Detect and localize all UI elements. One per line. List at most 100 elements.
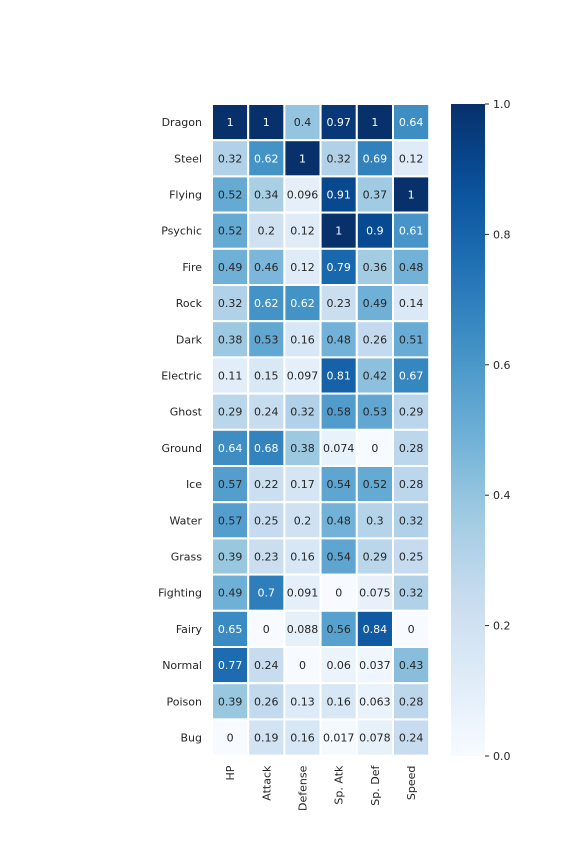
heatmap-cell — [392, 573, 431, 612]
row-tick-labels: Dragon Steel Flying Psychic Fire Rock Dark Elec… — [158, 116, 203, 744]
column-label: Sp. Def — [369, 764, 382, 805]
heatmap-cell — [392, 103, 431, 142]
row-label: Rock — [176, 297, 203, 310]
cell-value-label: 0.84 — [363, 623, 388, 636]
cell-value-label: 0.54 — [326, 478, 351, 491]
heatmap-cell — [283, 682, 322, 721]
heatmap-cell — [247, 718, 286, 757]
cell-value-label: 0.06 — [326, 659, 351, 672]
cell-value-label: 0.91 — [326, 189, 351, 202]
heatmap-cell — [392, 718, 431, 757]
cell-value-label: 0 — [227, 732, 234, 745]
row-label: Ice — [186, 478, 202, 491]
cell-value-label: 0.078 — [359, 732, 391, 745]
heatmap-cell — [211, 465, 250, 504]
heatmap-cell — [355, 718, 394, 757]
colorbar-ticks: 0.0 0.2 0.4 0.6 0.8 1.0 — [485, 98, 511, 763]
column-label: Attack — [260, 765, 273, 801]
heatmap-cell — [283, 392, 322, 431]
row-label: Normal — [162, 659, 202, 672]
cell-value-label: 0.32 — [290, 406, 315, 419]
heatmap-cell — [392, 682, 431, 721]
cell-value-label: 0.39 — [218, 551, 243, 564]
cell-value-label: 0.091 — [287, 587, 319, 600]
cell-value-label: 0.15 — [254, 370, 279, 383]
cell-value-label: 0.2 — [294, 514, 312, 527]
heatmap-cell — [392, 247, 431, 287]
heatmap-cell — [319, 609, 358, 648]
cell-value-label: 0.69 — [363, 152, 388, 165]
cell-value-label: 0.29 — [218, 406, 243, 419]
cell-value-label: 0.16 — [290, 732, 315, 745]
cell-value-label: 0.22 — [254, 478, 279, 491]
cell-value-label: 0.16 — [290, 551, 315, 564]
cell-value-label: 0.52 — [218, 225, 243, 238]
cell-value-label: 0.017 — [323, 732, 355, 745]
cell-value-label: 0.43 — [399, 659, 424, 672]
heatmap-cell — [392, 501, 431, 540]
cell-value-label: 0.81 — [326, 370, 351, 383]
heatmap-cell — [392, 537, 431, 576]
cell-value-label: 0.23 — [254, 551, 279, 564]
cell-value-label: 0.52 — [218, 189, 243, 202]
heatmap-cell — [319, 139, 358, 178]
row-label: Dark — [176, 333, 203, 346]
cell-value-label: 0.074 — [323, 442, 355, 455]
cell-value-label: 0.26 — [254, 695, 279, 708]
heatmap-cell — [392, 392, 431, 431]
cell-value-label: 0.53 — [363, 406, 388, 419]
cell-value-label: 0 — [263, 623, 270, 636]
heatmap-cell — [283, 501, 322, 540]
heatmap-cell — [211, 682, 250, 721]
cell-value-label: 0 — [408, 623, 415, 636]
cell-value-label: 0.075 — [359, 587, 391, 600]
row-label: Water — [169, 514, 202, 527]
heatmap-cell — [319, 465, 358, 504]
cell-value-label: 0.62 — [290, 297, 315, 310]
cell-value-label: 0.51 — [399, 333, 424, 346]
row-label: Fighting — [158, 587, 202, 600]
row-label: Psychic — [161, 225, 202, 238]
heatmap-cell — [247, 682, 286, 721]
cell-value-label: 0.62 — [254, 152, 279, 165]
row-label: Flying — [169, 189, 202, 202]
column-label: Defense — [297, 765, 310, 811]
cell-value-label: 0.61 — [399, 225, 424, 238]
row-label: Fire — [182, 261, 202, 274]
row-label: Bug — [180, 732, 202, 745]
cell-value-label: 0.52 — [363, 478, 388, 491]
row-label: Dragon — [162, 116, 202, 129]
cell-value-label: 0.11 — [218, 370, 243, 383]
cell-value-label: 0.28 — [399, 695, 424, 708]
cell-value-label: 0.64 — [218, 442, 243, 455]
cell-value-label: 0.29 — [399, 406, 424, 419]
heatmap-cell — [211, 211, 250, 250]
cell-value-label: 0.28 — [399, 478, 424, 491]
cell-value-label: 0.12 — [290, 225, 315, 238]
heatmap-cell — [211, 718, 250, 757]
column-label: HP — [224, 765, 237, 780]
cell-value-label: 0.17 — [290, 478, 315, 491]
cell-value-label: 0.53 — [254, 333, 279, 346]
cell-value-label: 0.32 — [218, 152, 243, 165]
cell-value-label: 1 — [299, 152, 306, 165]
cell-value-label: 0.62 — [254, 297, 279, 310]
cell-value-label: 0.23 — [326, 297, 351, 310]
heatmap-cell — [392, 465, 431, 504]
heatmap-cell — [355, 428, 394, 467]
cell-value-label: 0.68 — [254, 442, 279, 455]
heatmap-cell — [247, 211, 286, 250]
cell-value-label: 0.57 — [218, 478, 243, 491]
cell-value-label: 0.13 — [290, 695, 315, 708]
cell-value-label: 1 — [371, 116, 378, 129]
heatmap-cell — [392, 284, 431, 323]
cell-value-label: 0.2 — [258, 225, 276, 238]
cell-value-label: 0.26 — [363, 333, 388, 346]
row-label: Ghost — [170, 406, 203, 419]
heatmap-cell — [392, 211, 431, 250]
cell-value-label: 0.32 — [326, 152, 351, 165]
row-label: Grass — [171, 551, 203, 564]
cell-value-label: 0.088 — [287, 623, 319, 636]
heatmap-cell — [319, 573, 358, 612]
